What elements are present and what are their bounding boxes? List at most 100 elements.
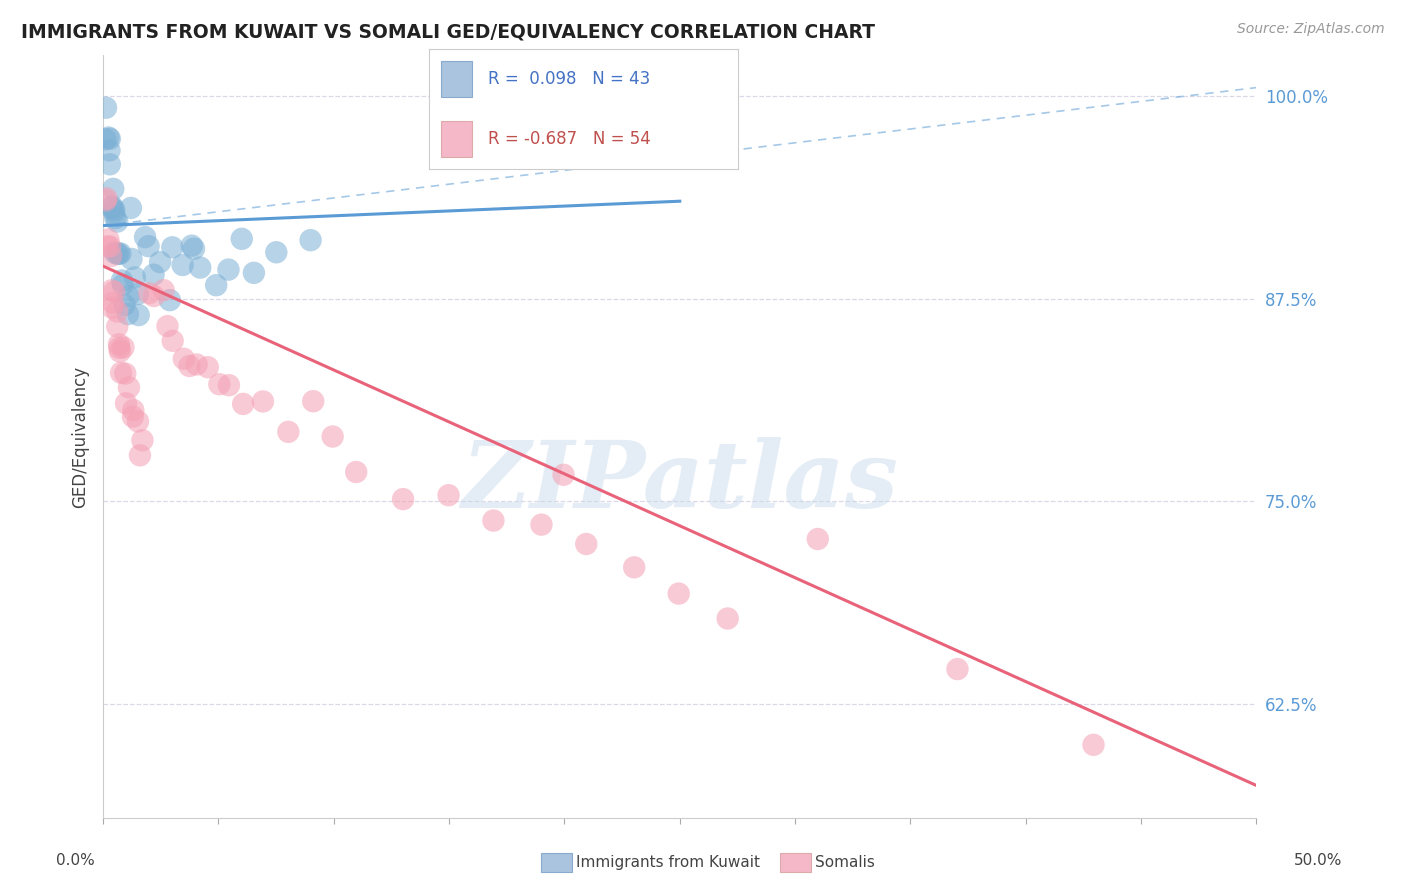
Point [98, 132, 121, 146]
Point [1083, 738, 1105, 752]
Point [344, 465, 367, 479]
Point [152, 283, 174, 297]
Point [121, 252, 143, 266]
Point [108, 341, 131, 355]
Point [575, 537, 598, 551]
Point [103, 182, 125, 196]
Point [110, 246, 132, 260]
Point [623, 560, 645, 574]
Point [142, 289, 165, 303]
Text: R = -0.687   N = 54: R = -0.687 N = 54 [488, 130, 651, 148]
Point [97, 232, 120, 246]
Point [98, 157, 121, 171]
Point [114, 298, 136, 312]
Point [110, 366, 132, 380]
Point [717, 611, 740, 625]
Point [142, 268, 165, 282]
Point [105, 214, 128, 228]
Point [217, 262, 239, 277]
Text: IMMIGRANTS FROM KUWAIT VS SOMALI GED/EQUIVALENCY CORRELATION CHART: IMMIGRANTS FROM KUWAIT VS SOMALI GED/EQU… [21, 22, 875, 41]
Point [138, 286, 160, 301]
Text: 0.0%: 0.0% [56, 854, 96, 868]
Point [101, 201, 124, 215]
Point [149, 255, 172, 269]
Point [118, 380, 141, 394]
Point [107, 246, 129, 260]
Point [482, 514, 505, 528]
Text: ZIPatlas: ZIPatlas [461, 437, 898, 527]
Bar [441, 61, 472, 97]
Point [98, 239, 121, 253]
Point [98, 144, 121, 158]
Point [205, 278, 228, 293]
Point [252, 394, 274, 409]
Point [668, 586, 690, 600]
Point [197, 360, 219, 375]
Point [94, 132, 117, 146]
Point [530, 517, 553, 532]
Point [129, 448, 152, 462]
Point [108, 344, 131, 359]
Point [437, 488, 460, 502]
Point [232, 397, 254, 411]
Point [231, 232, 253, 246]
Point [120, 201, 142, 215]
Point [100, 283, 122, 297]
Point [553, 467, 575, 482]
Point [218, 378, 240, 392]
Point [115, 396, 138, 410]
Point [101, 199, 124, 213]
Point [302, 394, 325, 409]
Point [96, 239, 118, 253]
Point [322, 429, 344, 443]
Point [124, 270, 146, 285]
Point [94, 101, 117, 115]
Point [108, 337, 131, 351]
Point [122, 409, 145, 424]
Point [183, 242, 205, 256]
Point [104, 211, 127, 226]
Point [103, 285, 125, 299]
Point [392, 492, 415, 507]
Point [266, 245, 288, 260]
Text: Immigrants from Kuwait: Immigrants from Kuwait [576, 855, 761, 870]
Point [131, 434, 153, 448]
Point [180, 238, 202, 252]
Point [112, 340, 135, 354]
Point [101, 296, 124, 310]
Text: Somalis: Somalis [815, 855, 876, 870]
Point [807, 532, 830, 546]
Point [172, 258, 194, 272]
Text: Source: ZipAtlas.com: Source: ZipAtlas.com [1237, 22, 1385, 37]
Point [111, 273, 134, 287]
Point [117, 307, 139, 321]
Point [156, 319, 179, 334]
Point [127, 415, 149, 429]
Point [104, 245, 127, 260]
Point [97, 130, 120, 145]
Point [162, 334, 184, 348]
Point [105, 304, 128, 318]
Point [94, 194, 117, 208]
Point [208, 377, 231, 392]
Point [277, 425, 299, 439]
Point [946, 662, 969, 676]
Point [186, 358, 208, 372]
Point [111, 277, 134, 292]
Text: R =  0.098   N = 43: R = 0.098 N = 43 [488, 70, 650, 88]
Point [179, 359, 201, 373]
Point [188, 260, 211, 275]
Point [138, 239, 160, 253]
Point [101, 301, 124, 315]
Y-axis label: GED/Equivalency: GED/Equivalency [72, 366, 89, 508]
Point [117, 289, 139, 303]
Point [105, 319, 128, 334]
Point [159, 293, 181, 307]
Point [103, 205, 125, 219]
Point [100, 249, 122, 263]
Point [162, 240, 184, 254]
Point [103, 202, 125, 217]
Bar [441, 121, 472, 157]
Point [134, 230, 156, 244]
Point [105, 247, 128, 261]
